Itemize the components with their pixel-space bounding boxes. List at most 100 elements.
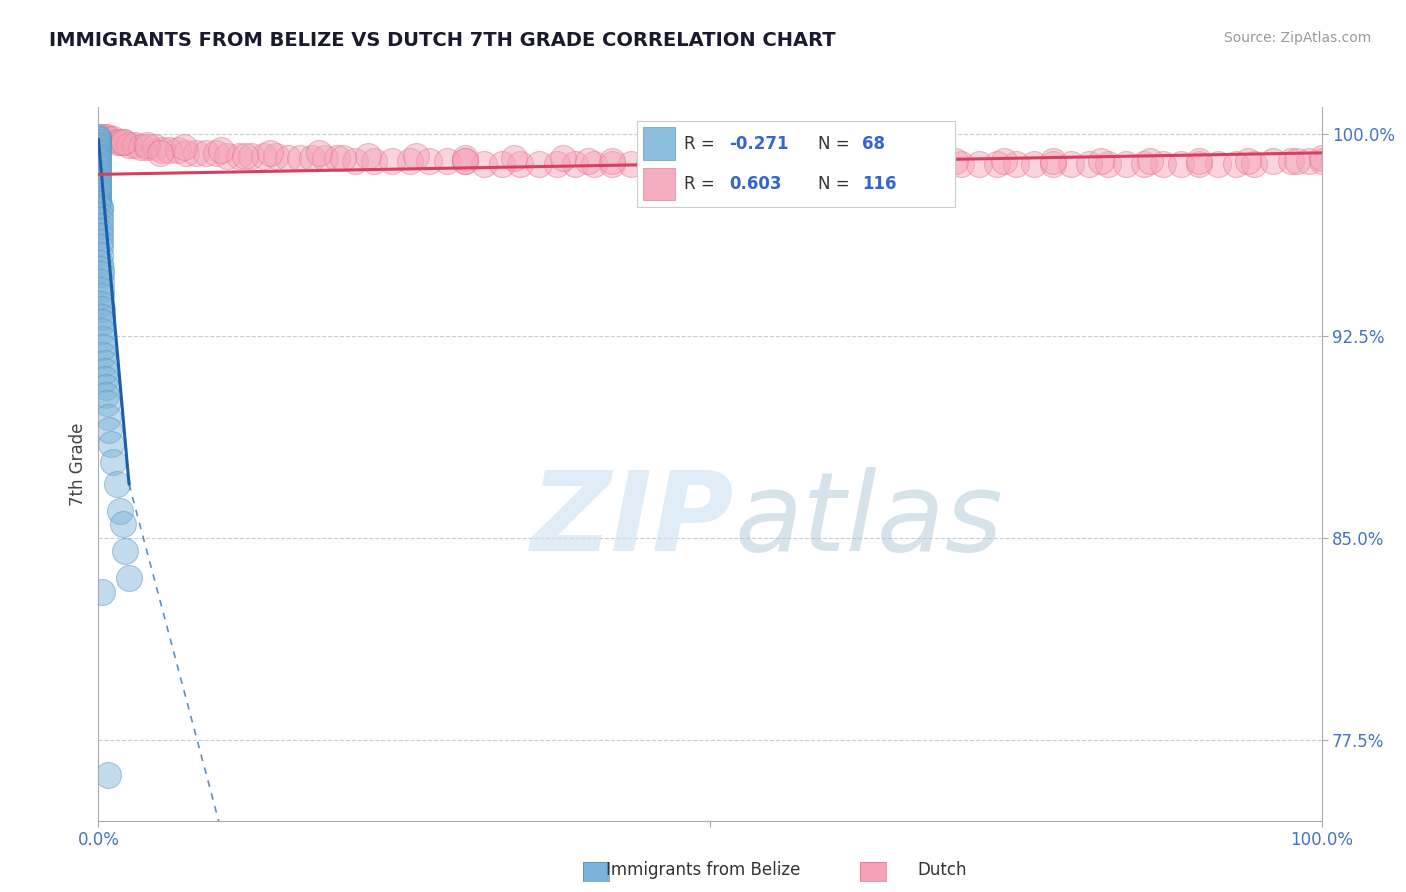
Point	[344, 153, 367, 168]
Point	[110, 504, 132, 518]
Point	[967, 156, 990, 170]
Point	[110, 135, 132, 149]
Point	[912, 156, 935, 170]
Point	[124, 137, 146, 152]
Point	[87, 192, 110, 206]
Point	[1310, 151, 1333, 165]
Point	[650, 153, 672, 168]
Point	[98, 423, 121, 437]
Point	[87, 161, 110, 176]
Y-axis label: 7th Grade: 7th Grade	[69, 422, 87, 506]
Point	[112, 135, 135, 149]
Point	[1170, 156, 1192, 170]
Point	[97, 768, 120, 782]
Point	[1286, 153, 1309, 168]
Text: atlas: atlas	[734, 467, 1002, 574]
Point	[87, 145, 110, 160]
Point	[87, 129, 110, 144]
Point	[748, 156, 770, 170]
Point	[94, 380, 117, 394]
Point	[405, 148, 427, 162]
Point	[418, 153, 440, 168]
Point	[993, 153, 1015, 168]
Point	[228, 148, 250, 162]
Point	[1060, 156, 1083, 170]
Point	[87, 135, 110, 149]
Text: ZIP: ZIP	[531, 467, 734, 574]
Point	[89, 219, 111, 233]
Point	[657, 156, 679, 170]
Point	[90, 267, 112, 281]
Point	[1152, 156, 1174, 170]
Point	[1188, 156, 1211, 170]
Point	[215, 148, 238, 162]
Point	[252, 148, 274, 162]
Point	[90, 275, 112, 289]
Point	[1310, 153, 1333, 168]
Point	[118, 571, 141, 585]
Point	[1133, 156, 1156, 170]
Point	[87, 184, 110, 198]
Point	[527, 156, 550, 170]
Point	[87, 151, 110, 165]
Point	[89, 213, 111, 227]
Point	[91, 332, 114, 346]
Point	[1243, 156, 1265, 170]
Point	[118, 137, 141, 152]
Point	[1004, 156, 1026, 170]
Point	[157, 143, 180, 157]
Point	[264, 148, 287, 162]
Point	[785, 156, 807, 170]
Point	[600, 156, 623, 170]
Point	[89, 248, 111, 262]
Point	[1225, 156, 1247, 170]
Point	[576, 153, 599, 168]
Point	[167, 143, 190, 157]
Point	[87, 164, 110, 178]
Point	[845, 153, 868, 168]
Point	[87, 194, 110, 209]
Point	[314, 151, 336, 165]
Point	[91, 348, 114, 362]
Point	[87, 148, 110, 162]
Point	[332, 151, 354, 165]
Point	[91, 301, 114, 316]
Text: Immigrants from Belize: Immigrants from Belize	[606, 861, 800, 879]
Point	[90, 283, 112, 297]
Point	[1024, 156, 1046, 170]
Point	[91, 310, 114, 324]
Point	[949, 156, 972, 170]
Point	[546, 156, 568, 170]
Point	[363, 153, 385, 168]
Point	[87, 167, 110, 181]
Point	[87, 140, 110, 154]
Point	[259, 145, 281, 160]
Point	[564, 156, 586, 170]
Point	[89, 200, 111, 214]
Point	[931, 156, 953, 170]
Point	[240, 148, 263, 162]
Point	[839, 156, 862, 170]
Point	[699, 153, 721, 168]
Point	[308, 145, 330, 160]
Point	[129, 140, 152, 154]
Point	[638, 156, 661, 170]
Point	[87, 189, 110, 203]
Point	[87, 143, 110, 157]
Point	[114, 544, 136, 558]
Point	[90, 288, 112, 302]
Point	[87, 137, 110, 152]
Point	[143, 140, 166, 154]
Point	[94, 388, 117, 402]
Point	[91, 324, 114, 338]
Point	[503, 151, 526, 165]
Point	[87, 156, 110, 170]
Point	[821, 156, 844, 170]
Point	[89, 256, 111, 270]
Point	[186, 145, 208, 160]
Point	[766, 156, 789, 170]
Point	[93, 129, 115, 144]
Point	[986, 156, 1008, 170]
Point	[1078, 156, 1101, 170]
Point	[87, 181, 110, 195]
